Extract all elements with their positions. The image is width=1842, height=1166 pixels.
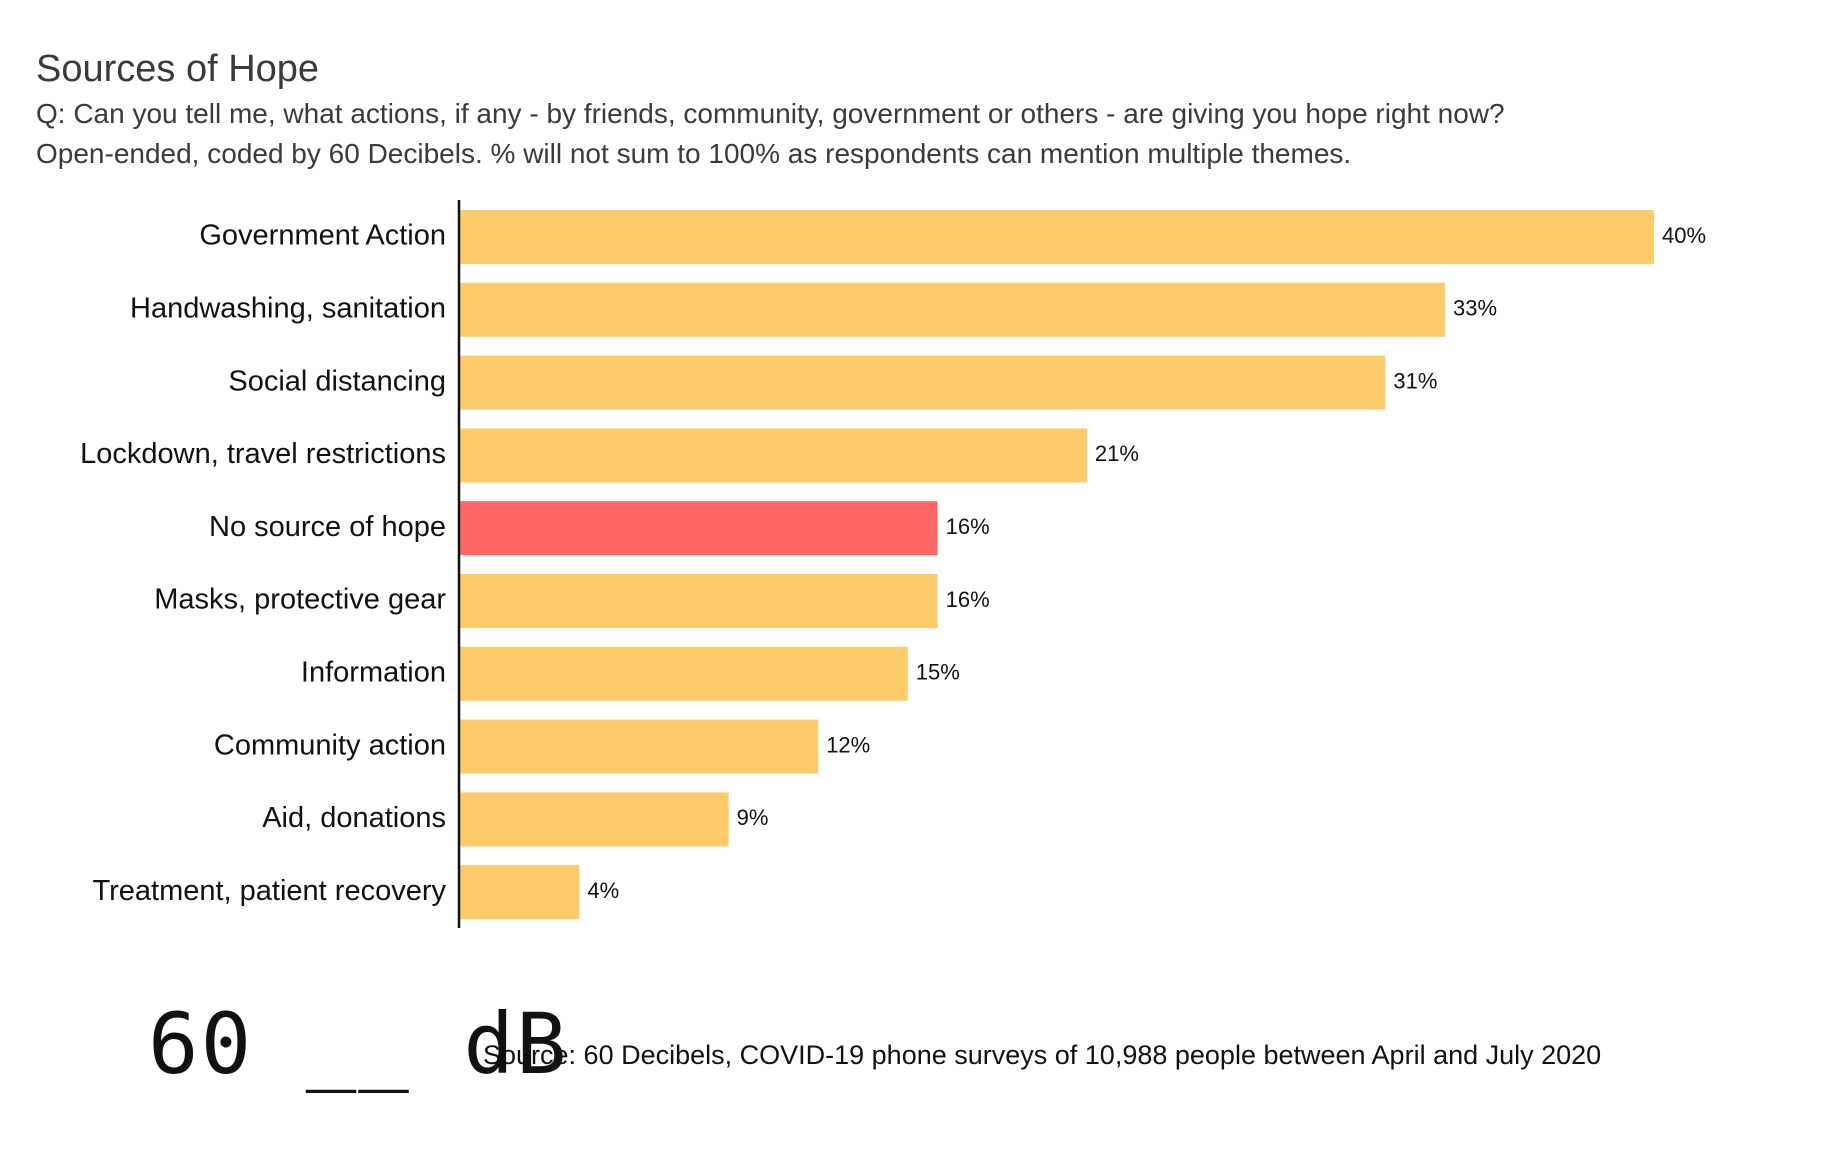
value-label: 12%	[826, 732, 870, 757]
bar-information	[460, 646, 908, 701]
bar-social-distancing	[460, 355, 1386, 410]
value-label: 9%	[737, 805, 769, 830]
value-label: 31%	[1393, 368, 1437, 393]
category-label: Treatment, patient recovery	[92, 875, 446, 907]
chart-subtitle-question: Q: Can you tell me, what actions, if any…	[36, 98, 1505, 129]
category-label: Aid, donations	[262, 802, 446, 834]
source-note: Source: 60 Decibels, COVID-19 phone surv…	[483, 1040, 1602, 1070]
bar-handwashing-sanitation	[460, 282, 1446, 337]
category-label: Masks, protective gear	[154, 584, 446, 616]
bar-masks-protective-gear	[460, 574, 938, 628]
category-label: No source of hope	[209, 511, 446, 543]
category-label: Handwashing, sanitation	[130, 292, 446, 324]
bar-community-action	[460, 719, 819, 774]
logo-60-decibels: 60 __ dB	[148, 995, 569, 1093]
category-label: Government Action	[199, 220, 446, 252]
bar-government-action	[460, 210, 1654, 264]
category-label: Lockdown, travel restrictions	[80, 438, 446, 470]
category-label: Community action	[214, 729, 446, 761]
category-label: Social distancing	[228, 365, 446, 397]
bar-chart: Government Action 40% Handwashing, sanitat…	[80, 200, 1706, 928]
chart-title: Sources of Hope	[36, 48, 320, 90]
value-label: 15%	[916, 660, 960, 685]
bar-no-source-of-hope	[460, 501, 938, 556]
bar-aid-donations	[460, 792, 729, 847]
value-label: 4%	[587, 878, 619, 903]
bar-lockdown-travel-restrictions	[460, 428, 1087, 483]
value-label: 33%	[1453, 296, 1497, 321]
value-label: 21%	[1095, 441, 1139, 466]
value-label: 16%	[946, 587, 990, 612]
bar-treatment-patient-recovery	[460, 865, 580, 920]
category-label: Information	[301, 656, 446, 688]
chart-subtitle-note: Open-ended, coded by 60 Decibels. % will…	[36, 138, 1352, 169]
value-label: 16%	[946, 514, 990, 539]
value-label: 40%	[1662, 223, 1706, 248]
